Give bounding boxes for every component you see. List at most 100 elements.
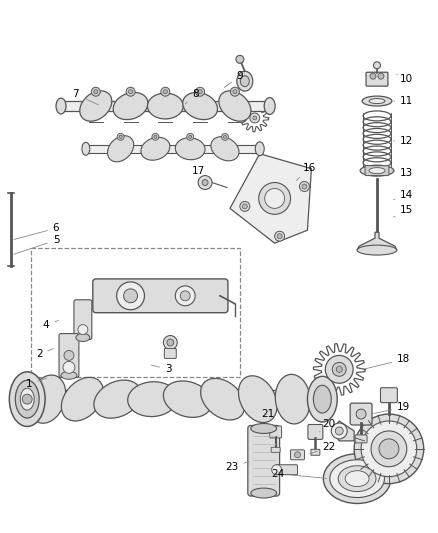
Ellipse shape (237, 71, 253, 91)
Ellipse shape (201, 378, 245, 420)
Ellipse shape (163, 381, 212, 417)
Circle shape (163, 90, 167, 94)
Text: 8: 8 (185, 89, 198, 104)
Text: 3: 3 (151, 365, 172, 374)
Circle shape (370, 73, 376, 79)
Circle shape (240, 201, 250, 212)
Circle shape (242, 204, 247, 209)
Circle shape (126, 87, 135, 96)
Ellipse shape (369, 99, 385, 103)
Ellipse shape (20, 388, 34, 410)
Ellipse shape (61, 372, 77, 379)
Ellipse shape (345, 471, 369, 487)
Ellipse shape (314, 385, 331, 413)
FancyBboxPatch shape (366, 72, 388, 86)
Text: 19: 19 (374, 402, 410, 414)
Ellipse shape (219, 91, 251, 121)
Ellipse shape (82, 142, 90, 155)
Circle shape (223, 135, 226, 139)
FancyBboxPatch shape (350, 403, 372, 425)
Circle shape (189, 135, 192, 139)
Circle shape (198, 90, 202, 94)
Ellipse shape (175, 138, 205, 160)
Circle shape (275, 231, 285, 241)
Circle shape (202, 180, 208, 185)
Ellipse shape (354, 414, 424, 483)
Text: 15: 15 (393, 205, 413, 217)
Ellipse shape (330, 460, 385, 497)
Circle shape (94, 90, 98, 94)
Circle shape (236, 55, 244, 63)
FancyBboxPatch shape (290, 450, 304, 460)
Ellipse shape (80, 91, 112, 121)
Circle shape (265, 189, 285, 208)
Text: 21: 21 (261, 409, 274, 425)
Text: 23: 23 (225, 462, 249, 472)
Bar (61, 101, 270, 111)
Ellipse shape (362, 96, 392, 106)
Ellipse shape (141, 138, 170, 160)
Circle shape (163, 336, 177, 350)
Circle shape (22, 394, 32, 404)
Text: 6: 6 (14, 223, 60, 239)
Circle shape (187, 133, 194, 140)
Text: 9: 9 (224, 71, 243, 87)
Ellipse shape (369, 168, 385, 174)
Text: 10: 10 (397, 74, 413, 84)
Ellipse shape (211, 136, 239, 161)
FancyBboxPatch shape (308, 424, 323, 439)
Polygon shape (357, 232, 397, 250)
Text: 7: 7 (73, 89, 98, 105)
Text: 4: 4 (43, 320, 58, 329)
FancyBboxPatch shape (276, 465, 297, 475)
Ellipse shape (276, 374, 310, 424)
Text: 24: 24 (271, 469, 327, 479)
FancyBboxPatch shape (355, 435, 367, 443)
Circle shape (253, 116, 257, 120)
Text: 13: 13 (392, 167, 413, 177)
Text: 14: 14 (394, 190, 413, 200)
Ellipse shape (251, 488, 277, 498)
Circle shape (259, 182, 290, 214)
FancyBboxPatch shape (270, 426, 282, 438)
Circle shape (117, 282, 145, 310)
Circle shape (336, 366, 342, 373)
Ellipse shape (113, 92, 148, 119)
Circle shape (335, 427, 343, 435)
Ellipse shape (240, 76, 249, 87)
Circle shape (63, 361, 75, 373)
Text: 5: 5 (14, 235, 60, 254)
Polygon shape (331, 421, 354, 441)
FancyBboxPatch shape (74, 300, 92, 340)
Ellipse shape (128, 382, 177, 417)
Text: 16: 16 (297, 163, 316, 181)
Bar (19, 390, 318, 408)
Circle shape (198, 175, 212, 190)
Ellipse shape (307, 376, 337, 422)
Circle shape (152, 133, 159, 140)
Circle shape (78, 325, 88, 335)
Circle shape (129, 90, 133, 94)
Ellipse shape (9, 372, 45, 426)
Circle shape (64, 351, 74, 360)
Ellipse shape (56, 98, 66, 114)
Circle shape (124, 289, 138, 303)
Text: 18: 18 (366, 354, 410, 369)
FancyBboxPatch shape (271, 447, 280, 453)
Circle shape (180, 291, 190, 301)
Ellipse shape (148, 93, 183, 119)
Ellipse shape (357, 245, 397, 255)
Circle shape (331, 423, 347, 439)
Ellipse shape (264, 98, 275, 115)
Ellipse shape (338, 466, 376, 491)
Circle shape (222, 133, 229, 140)
Ellipse shape (255, 142, 264, 156)
Circle shape (272, 465, 282, 475)
Ellipse shape (29, 375, 66, 423)
Circle shape (378, 73, 384, 79)
Ellipse shape (360, 165, 394, 176)
Text: 11: 11 (394, 96, 413, 106)
Text: 12: 12 (394, 136, 413, 146)
Circle shape (250, 113, 260, 123)
Ellipse shape (108, 136, 134, 162)
